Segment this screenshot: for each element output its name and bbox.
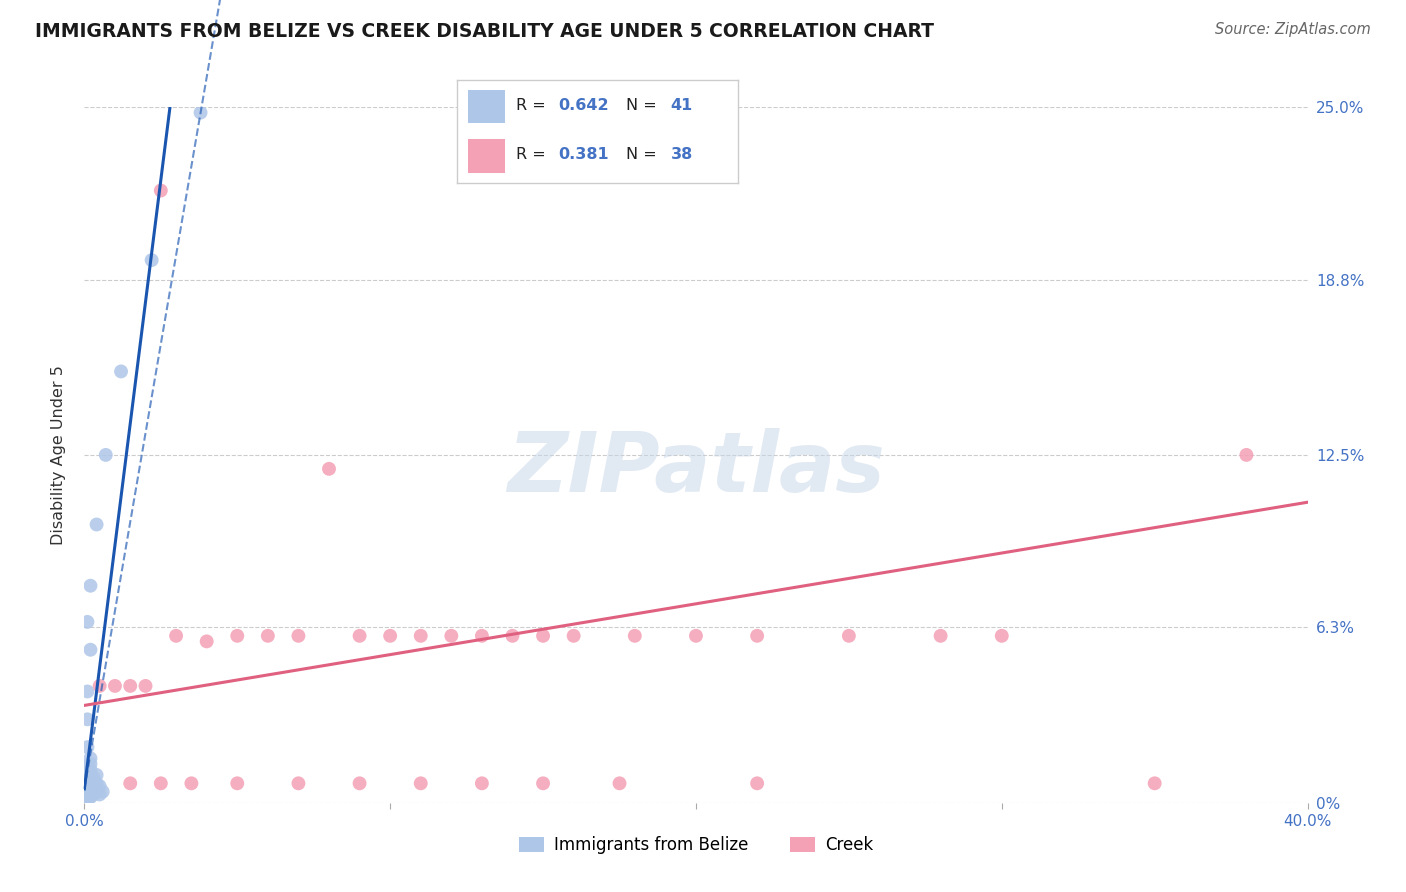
FancyBboxPatch shape: [468, 89, 505, 123]
Point: [86, 785, 108, 799]
Point: [76, 793, 98, 807]
Point: [76, 615, 98, 629]
Point: [226, 776, 249, 790]
Point: [226, 629, 249, 643]
Point: [502, 629, 524, 643]
Point: [409, 629, 432, 643]
Point: [86, 768, 108, 782]
Point: [257, 629, 280, 643]
Point: [86, 517, 108, 532]
Point: [89, 779, 111, 793]
Point: [380, 629, 402, 643]
Point: [120, 679, 142, 693]
Point: [349, 629, 371, 643]
Point: [531, 776, 554, 790]
Point: [318, 462, 340, 476]
Point: [79, 773, 101, 788]
Point: [1143, 776, 1166, 790]
Point: [141, 253, 163, 268]
Point: [76, 773, 98, 788]
Point: [79, 756, 101, 771]
Point: [104, 679, 127, 693]
Point: [747, 629, 769, 643]
Point: [76, 768, 98, 782]
Point: [287, 776, 309, 790]
Point: [471, 629, 494, 643]
Point: [747, 776, 769, 790]
Point: [149, 776, 172, 790]
Point: [91, 785, 114, 799]
Text: N =: N =: [626, 147, 662, 162]
Text: N =: N =: [626, 98, 662, 113]
Point: [83, 788, 105, 802]
Point: [195, 634, 218, 648]
Point: [149, 184, 172, 198]
Text: 38: 38: [671, 147, 693, 162]
Point: [1236, 448, 1258, 462]
Point: [83, 771, 105, 785]
Point: [76, 771, 98, 785]
Point: [79, 763, 101, 777]
Point: [89, 679, 111, 693]
Text: 0.381: 0.381: [558, 147, 609, 162]
Point: [76, 765, 98, 780]
Text: R =: R =: [516, 147, 551, 162]
Point: [287, 629, 309, 643]
Text: 41: 41: [671, 98, 693, 113]
Point: [562, 629, 585, 643]
Point: [409, 776, 432, 790]
Point: [79, 779, 101, 793]
Point: [609, 776, 631, 790]
Point: [76, 785, 98, 799]
Text: R =: R =: [516, 98, 551, 113]
Point: [685, 629, 707, 643]
Point: [94, 448, 117, 462]
Point: [79, 790, 101, 805]
Point: [76, 759, 98, 773]
Point: [349, 776, 371, 790]
Point: [624, 629, 647, 643]
Text: Source: ZipAtlas.com: Source: ZipAtlas.com: [1215, 22, 1371, 37]
Point: [79, 579, 101, 593]
Legend: Immigrants from Belize, Creek: Immigrants from Belize, Creek: [512, 830, 880, 861]
Point: [86, 776, 108, 790]
FancyBboxPatch shape: [468, 139, 505, 173]
Point: [180, 776, 202, 790]
Point: [76, 790, 98, 805]
Point: [76, 712, 98, 726]
Point: [83, 776, 105, 790]
Point: [79, 768, 101, 782]
Text: 0.642: 0.642: [558, 98, 609, 113]
Point: [991, 629, 1014, 643]
Point: [76, 779, 98, 793]
Point: [79, 785, 101, 799]
Point: [440, 629, 463, 643]
Point: [76, 684, 98, 698]
Text: IMMIGRANTS FROM BELIZE VS CREEK DISABILITY AGE UNDER 5 CORRELATION CHART: IMMIGRANTS FROM BELIZE VS CREEK DISABILI…: [35, 22, 934, 41]
Point: [89, 788, 111, 802]
Text: ZIPatlas: ZIPatlas: [508, 428, 884, 509]
Point: [79, 751, 101, 765]
Point: [929, 629, 952, 643]
Point: [83, 781, 105, 796]
Point: [76, 788, 98, 802]
Point: [120, 776, 142, 790]
Point: [838, 629, 860, 643]
Point: [76, 781, 98, 796]
Point: [190, 105, 212, 120]
Point: [165, 629, 187, 643]
Point: [76, 776, 98, 790]
Point: [531, 629, 554, 643]
Point: [110, 364, 132, 378]
Point: [76, 740, 98, 755]
Point: [135, 679, 157, 693]
Y-axis label: Disability Age Under 5: Disability Age Under 5: [51, 365, 66, 545]
Point: [79, 642, 101, 657]
Point: [471, 776, 494, 790]
